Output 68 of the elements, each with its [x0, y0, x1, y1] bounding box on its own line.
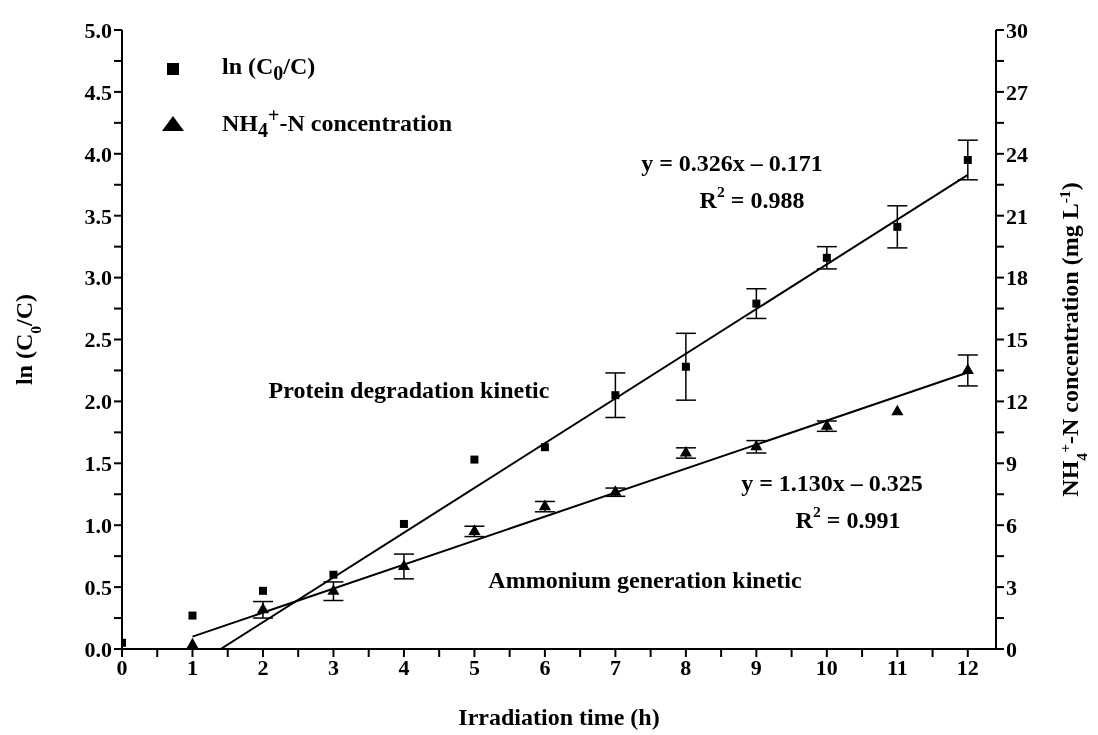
point [258, 586, 267, 595]
point [961, 363, 974, 374]
point [327, 584, 340, 595]
y-tick-label: 1.0 [84, 513, 112, 539]
y2-tick-label: 24 [1006, 141, 1028, 167]
y2-tick-label: 0 [1006, 636, 1017, 662]
y2-tick-label: 27 [1006, 79, 1028, 105]
y-tick-label: 4.5 [84, 79, 112, 105]
point [822, 253, 831, 262]
x-tick-label: 1 [186, 654, 198, 680]
point [681, 362, 690, 371]
point [752, 299, 761, 308]
point [891, 404, 904, 416]
point [397, 559, 411, 570]
y2-tick-label: 6 [1006, 513, 1017, 539]
y2-tick-label: 15 [1006, 327, 1028, 353]
annotation: Protein degradation kinetic [268, 376, 550, 403]
x-tick-label: 11 [886, 654, 908, 680]
y2-tick-label: 9 [1006, 451, 1017, 477]
y-tick-label: 2.5 [84, 327, 112, 353]
point [468, 524, 481, 535]
point [679, 445, 692, 457]
point [820, 419, 833, 430]
point [329, 570, 338, 579]
y-tick-label: 2.0 [84, 389, 112, 415]
point [399, 519, 408, 528]
y-tick-label: 0.0 [84, 636, 112, 662]
y-tick-label: 1.5 [84, 451, 112, 477]
y-tick-label: 0.5 [84, 574, 112, 600]
annotation: y = 0.326x – 0.171 [641, 149, 823, 176]
annotation: y = 1.130x – 0.325 [741, 469, 923, 496]
y2-tick-label: 12 [1006, 389, 1028, 415]
annotation: R$^{2}$ = 0.991 [795, 503, 901, 533]
point [470, 455, 479, 464]
y2-tick-label: 18 [1006, 265, 1028, 291]
point [538, 499, 551, 511]
point [893, 222, 902, 231]
legend-label: NH$_{4}$$^{+}$-N concentration [222, 104, 453, 142]
x-tick-label: 6 [539, 654, 551, 680]
x-tick-label: 10 [815, 654, 838, 680]
y-tick-label: 5.0 [84, 17, 112, 43]
x-tick-label: 7 [609, 654, 621, 680]
x-tick-label: 8 [680, 654, 692, 680]
x-tick-label: 5 [468, 654, 480, 680]
point [186, 637, 199, 649]
x-tick-label: 2 [257, 654, 269, 680]
point [750, 439, 763, 451]
y-tick-label: 3.5 [84, 203, 112, 229]
point [963, 155, 972, 164]
annotation: R$^{2}$ = 0.988 [699, 183, 805, 213]
point [540, 443, 549, 452]
point [256, 602, 270, 614]
y-tick-label: 3.0 [84, 265, 112, 291]
y-tick-label: 4.0 [84, 141, 112, 167]
point [188, 611, 197, 620]
x-tick-label: 3 [327, 654, 339, 680]
x-tick-label: 4 [398, 654, 410, 680]
x-axis-title: Irradiation time (h) [458, 704, 660, 730]
y2-tick-label: 3 [1006, 574, 1017, 600]
x-tick-label: 9 [750, 654, 762, 680]
point [611, 391, 620, 400]
annotation: Ammonium generation kinetic [488, 566, 802, 593]
legend-label: ln (C$_{0}$/C) [222, 53, 316, 85]
x-tick-label: 0 [116, 654, 128, 680]
x-tick-label: 12 [956, 654, 979, 680]
y2-tick-label: 30 [1006, 17, 1028, 43]
y2-tick-label: 21 [1006, 203, 1028, 229]
point [609, 485, 622, 496]
